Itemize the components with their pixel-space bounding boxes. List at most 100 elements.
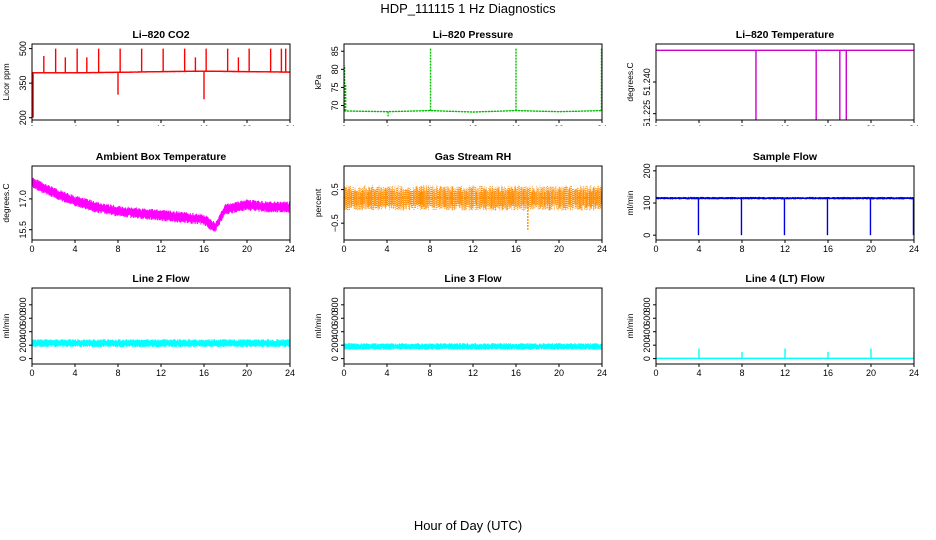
x-tick-label: 0 bbox=[29, 244, 34, 254]
x-tick-label: 8 bbox=[115, 368, 120, 378]
x-tick-label: 4 bbox=[384, 124, 389, 126]
x-tick-label: 16 bbox=[823, 368, 833, 378]
x-tick-label: 12 bbox=[468, 244, 478, 254]
panel-title: Line 4 (LT) Flow bbox=[745, 273, 825, 285]
panel-li820-temperature: Li–820 Temperature 0 4 8 12 16 20 24 51.225 51.24… bbox=[625, 29, 919, 126]
series-baseline bbox=[32, 70, 290, 74]
y-tick-label: 70 bbox=[330, 101, 340, 111]
x-tick-label: 20 bbox=[554, 244, 564, 254]
y-tick-label: 0 bbox=[330, 356, 340, 361]
series-baseline bbox=[32, 181, 290, 229]
x-tick-label: 24 bbox=[597, 124, 607, 126]
x-tick-label: 24 bbox=[909, 368, 919, 378]
series-line bbox=[32, 177, 290, 232]
y-tick-label: 85 bbox=[330, 46, 340, 56]
x-tick-label: 0 bbox=[341, 244, 346, 254]
y-tick-label: 51.240 bbox=[642, 68, 652, 96]
x-tick-label: 12 bbox=[780, 124, 790, 126]
plot-frame bbox=[343, 43, 603, 121]
x-tick-label: 12 bbox=[468, 368, 478, 378]
y-tick-label: 800 bbox=[18, 297, 28, 312]
y-tick-label: 200 bbox=[18, 110, 28, 125]
y-axis-label: ml/min bbox=[313, 313, 323, 338]
x-tick-label: 0 bbox=[341, 368, 346, 378]
y-tick-label: 400 bbox=[642, 324, 652, 339]
x-tick-label: 12 bbox=[156, 368, 166, 378]
x-tick-label: 24 bbox=[285, 124, 295, 126]
panel-title: Li–820 Temperature bbox=[736, 29, 835, 41]
y-axis-label: degrees.C bbox=[1, 183, 11, 222]
y-tick-label: 80 bbox=[330, 64, 340, 74]
x-tick-label: 20 bbox=[554, 368, 564, 378]
x-tick-label: 4 bbox=[696, 368, 701, 378]
x-tick-label: 16 bbox=[511, 368, 521, 378]
y-tick-label: 350 bbox=[18, 76, 28, 91]
panel-line4-flow: Line 4 (LT) Flow 0 4 8 12 16 20 24 0 200400600800… bbox=[625, 273, 919, 378]
x-tick-label: 4 bbox=[72, 124, 77, 126]
panel-title: Ambient Box Temperature bbox=[96, 151, 227, 163]
y-tick-label: −0.5 bbox=[330, 214, 340, 232]
series-line bbox=[344, 185, 602, 230]
x-tick-label: 0 bbox=[29, 124, 34, 126]
y-tick-label: 51.225 bbox=[642, 100, 652, 126]
y-tick-label: 100 bbox=[642, 195, 652, 210]
x-tick-label: 4 bbox=[696, 124, 701, 126]
y-tick-label: 800 bbox=[330, 297, 340, 312]
x-tick-label: 16 bbox=[511, 244, 521, 254]
x-tick-label: 12 bbox=[156, 124, 166, 126]
x-tick-label: 20 bbox=[554, 124, 564, 126]
x-tick-label: 16 bbox=[199, 244, 209, 254]
x-tick-label: 12 bbox=[468, 124, 478, 126]
x-tick-label: 24 bbox=[909, 244, 919, 254]
y-tick-label: 800 bbox=[642, 297, 652, 312]
y-axis-label: ml/min bbox=[625, 313, 635, 338]
plot-frame bbox=[655, 43, 915, 121]
plot-frame bbox=[343, 287, 603, 365]
x-tick-label: 20 bbox=[866, 244, 876, 254]
series-line bbox=[344, 343, 602, 350]
x-tick-label: 8 bbox=[739, 368, 744, 378]
x-tick-label: 0 bbox=[653, 244, 658, 254]
y-tick-label: 200 bbox=[642, 163, 652, 178]
x-tick-label: 20 bbox=[242, 244, 252, 254]
x-tick-label: 8 bbox=[427, 244, 432, 254]
x-tick-label: 24 bbox=[597, 244, 607, 254]
y-tick-label: 0.5 bbox=[330, 183, 340, 196]
x-tick-label: 0 bbox=[653, 368, 658, 378]
y-axis-label: degrees.C bbox=[625, 62, 635, 101]
x-axis-label: Hour of Day (UTC) bbox=[413, 518, 523, 533]
series-line bbox=[656, 348, 914, 359]
panel-li820-pressure: Li–820 Pressure 0 4 8 12 16 20 24 70 75 80 85 kPa bbox=[313, 29, 607, 126]
x-tick-label: 4 bbox=[384, 368, 389, 378]
x-tick-label: 24 bbox=[285, 368, 295, 378]
x-tick-label: 24 bbox=[597, 368, 607, 378]
x-tick-label: 8 bbox=[427, 124, 432, 126]
panel-title: Gas Stream RH bbox=[435, 151, 511, 163]
series-noise-band bbox=[32, 177, 290, 232]
x-tick-label: 24 bbox=[285, 244, 295, 254]
panel-sample-flow: Sample Flow 0 4 8 12 16 20 24 0 100 200 ml/min bbox=[625, 151, 919, 254]
x-tick-label: 24 bbox=[909, 124, 919, 126]
y-tick-label: 600 bbox=[642, 311, 652, 326]
series-line bbox=[344, 47, 602, 117]
series-baseline bbox=[344, 109, 602, 113]
y-axis-label: Licor ppm bbox=[1, 63, 11, 100]
y-axis-label: ml/min bbox=[625, 190, 635, 215]
x-tick-label: 16 bbox=[199, 124, 209, 126]
x-tick-label: 0 bbox=[341, 124, 346, 126]
y-axis-label: kPa bbox=[313, 74, 323, 89]
x-tick-label: 0 bbox=[29, 368, 34, 378]
x-tick-label: 12 bbox=[156, 244, 166, 254]
y-tick-label: 400 bbox=[18, 324, 28, 339]
panel-ambient-box-temperature: Ambient Box Temperature 0 4 8 12 16 20 24 15.5 17… bbox=[1, 151, 295, 254]
x-tick-label: 8 bbox=[739, 124, 744, 126]
y-tick-label: 200 bbox=[18, 338, 28, 353]
series-line bbox=[32, 339, 290, 348]
y-tick-label: 17.0 bbox=[18, 190, 28, 208]
x-tick-label: 20 bbox=[242, 124, 252, 126]
x-tick-label: 20 bbox=[242, 368, 252, 378]
y-tick-label: 600 bbox=[330, 311, 340, 326]
x-tick-label: 16 bbox=[823, 124, 833, 126]
